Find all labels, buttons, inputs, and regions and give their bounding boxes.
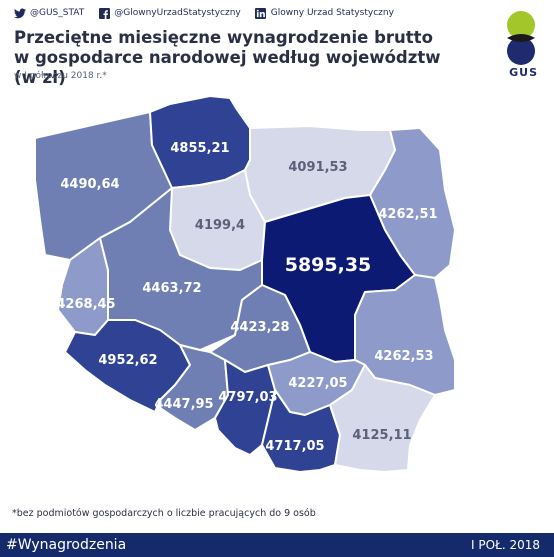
label-slaskie: 4797,03 [218, 390, 277, 405]
map-svg: 4490,64 4855,21 4091,53 4262,51 4199,4 5… [34, 95, 456, 473]
region-opolskie[interactable] [159, 344, 229, 431]
label-lubuskie: 4268,45 [56, 297, 115, 312]
region-podkarpackie[interactable] [329, 364, 436, 473]
facebook-handle: @GlownyUrzadStatystyczny [114, 8, 241, 18]
label-lodzkie: 4423,28 [230, 320, 289, 335]
social-link-linkedin[interactable]: Glowny Urzad Statystyczny [255, 7, 394, 19]
linkedin-handle: Glowny Urzad Statystyczny [270, 8, 394, 18]
label-zachodniopomorskie: 4490,64 [60, 177, 119, 192]
logo-text: GUS [509, 66, 538, 79]
social-links: @GUS_STAT @GlownyUrzadStatystyczny Glown… [14, 7, 394, 19]
twitter-icon [14, 7, 26, 19]
label-mazowieckie: 5895,35 [285, 254, 372, 276]
label-dolnoslaskie: 4952,62 [98, 353, 157, 368]
label-swietokrzyskie: 4227,05 [288, 376, 347, 391]
social-link-twitter[interactable]: @GUS_STAT [14, 7, 84, 19]
footnote: *bez podmiotów gospodarczych o liczbie p… [12, 508, 316, 519]
label-pomorskie: 4855,21 [170, 141, 229, 156]
label-lubelskie: 4262,53 [374, 349, 433, 364]
social-link-facebook[interactable]: @GlownyUrzadStatystyczny [98, 7, 241, 19]
title-line-2: w gospodarce narodowej według województw… [14, 48, 441, 87]
twitter-handle: @GUS_STAT [30, 8, 85, 18]
facebook-icon [98, 7, 110, 19]
label-podlaskie: 4262,51 [378, 207, 437, 222]
label-podkarpackie: 4125,11 [352, 428, 411, 443]
label-wielkopolskie: 4463,72 [142, 281, 201, 296]
poland-map: 4490,64 4855,21 4091,53 4262,51 4199,4 5… [0, 88, 554, 508]
label-malopolskie: 4717,05 [265, 439, 324, 454]
region-slaskie[interactable] [214, 359, 276, 456]
page-title: Przeciętne miesięczne wynagrodzenie brut… [14, 28, 454, 88]
hashtag[interactable]: #Wynagrodzenia [6, 537, 127, 553]
footer-bar: #Wynagrodzenia I POŁ. 2018 [0, 533, 554, 557]
period-label: I POŁ. 2018 [471, 538, 540, 552]
title-line-1: Przeciętne miesięczne wynagrodzenie brut… [14, 28, 433, 47]
linkedin-icon [255, 7, 267, 19]
label-kujawsko-pomorskie: 4199,4 [195, 218, 245, 233]
label-warminsko-mazurskie: 4091,53 [288, 160, 347, 175]
label-opolskie: 4447,95 [154, 397, 213, 412]
gus-logo [498, 8, 544, 78]
page-subtitle: w I półroczu 2018 r.* [14, 71, 107, 81]
